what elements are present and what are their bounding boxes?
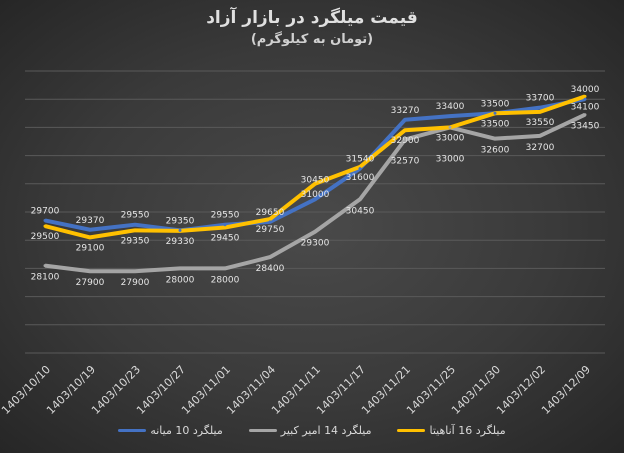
data-point: [583, 97, 587, 101]
data-label: 33000: [436, 154, 465, 164]
legend-item: میلگرد 10 میانه: [118, 424, 223, 437]
data-point: [583, 94, 587, 98]
data-point: [538, 134, 542, 138]
data-point: [313, 197, 317, 201]
data-label: 32570: [391, 157, 420, 167]
data-label: 29450: [211, 234, 240, 244]
legend-label: میلگرد 16 آناهیتا: [429, 424, 506, 437]
x-tick-label: 1403/12/09: [539, 363, 593, 417]
data-label: 28000: [211, 275, 240, 285]
data-point: [403, 138, 407, 142]
data-point: [133, 223, 137, 227]
data-label: 34000: [571, 85, 600, 95]
data-point: [223, 223, 227, 227]
data-label: 31600: [346, 173, 375, 183]
data-label: 29100: [76, 243, 105, 253]
data-point: [133, 269, 137, 273]
legend-label: میلگرد 14 امیر کبیر: [280, 424, 372, 437]
data-label: 29650: [256, 208, 285, 218]
data-label: 29700: [31, 206, 60, 216]
data-label: 28400: [256, 264, 285, 274]
data-label: 30450: [346, 206, 375, 216]
data-point: [223, 226, 227, 230]
data-point: [358, 167, 362, 171]
data-label: 29350: [121, 236, 150, 246]
data-point: [268, 217, 272, 221]
data-label: 33500: [481, 99, 510, 109]
data-label: 33400: [436, 102, 465, 112]
legend-swatch: [397, 429, 426, 432]
legend-item: میلگرد 14 امیر کبیر: [248, 424, 372, 437]
data-label: 33450: [571, 122, 600, 132]
data-point: [493, 137, 497, 141]
data-point: [43, 224, 47, 228]
data-point: [268, 255, 272, 259]
data-label: 28000: [166, 275, 195, 285]
data-label: 29550: [121, 211, 150, 221]
data-point: [313, 230, 317, 234]
data-point: [88, 228, 92, 232]
chart-title: قیمت میلگرد در بازار آزاد: [206, 8, 418, 28]
legend-item: میلگرد 16 آناهیتا: [397, 424, 506, 437]
data-point: [223, 266, 227, 270]
data-label: 34100: [571, 102, 600, 112]
data-label: 29370: [76, 216, 105, 226]
data-label: 33550: [526, 118, 555, 128]
data-point: [268, 220, 272, 224]
data-point: [448, 114, 452, 118]
data-label: 29300: [301, 239, 330, 249]
data-label: 31000: [301, 190, 330, 200]
data-point: [358, 197, 362, 201]
data-label: 33500: [481, 119, 510, 129]
legend: میلگرد 10 میانه میلگرد 14 امیر کبیر میلگرد…: [0, 424, 624, 437]
data-label: 33270: [391, 106, 420, 116]
data-point: [178, 228, 182, 232]
legend-swatch: [248, 429, 277, 432]
data-label: 27900: [121, 278, 150, 288]
data-point: [43, 218, 47, 222]
data-point: [313, 182, 317, 186]
chart-subtitle: (تومان به کیلوگرم): [250, 32, 374, 47]
data-label: 33700: [526, 94, 555, 104]
data-label: 33000: [436, 133, 465, 143]
data-label: 29550: [211, 211, 240, 221]
data-point: [493, 111, 497, 115]
data-label: 29350: [166, 216, 195, 226]
data-label: 30450: [301, 175, 330, 185]
data-label: 29750: [256, 225, 285, 235]
data-point: [403, 128, 407, 132]
data-label: 29500: [31, 232, 60, 242]
legend-swatch: [118, 429, 147, 432]
data-label: 29330: [166, 237, 195, 247]
legend-label: میلگرد 10 میانه: [150, 424, 223, 437]
data-point: [583, 113, 587, 117]
data-point: [88, 235, 92, 239]
data-point: [133, 228, 137, 232]
data-label: 31540: [346, 155, 375, 165]
data-point: [43, 264, 47, 268]
data-label: 27900: [76, 278, 105, 288]
data-label: 32700: [526, 143, 555, 153]
data-point: [538, 110, 542, 114]
data-point: [88, 269, 92, 273]
data-point: [448, 125, 452, 129]
data-label: 28100: [31, 273, 60, 283]
data-point: [403, 118, 407, 122]
data-point: [178, 266, 182, 270]
data-label: 32600: [481, 146, 510, 156]
data-label: 32900: [391, 136, 420, 146]
data-point: [538, 106, 542, 110]
